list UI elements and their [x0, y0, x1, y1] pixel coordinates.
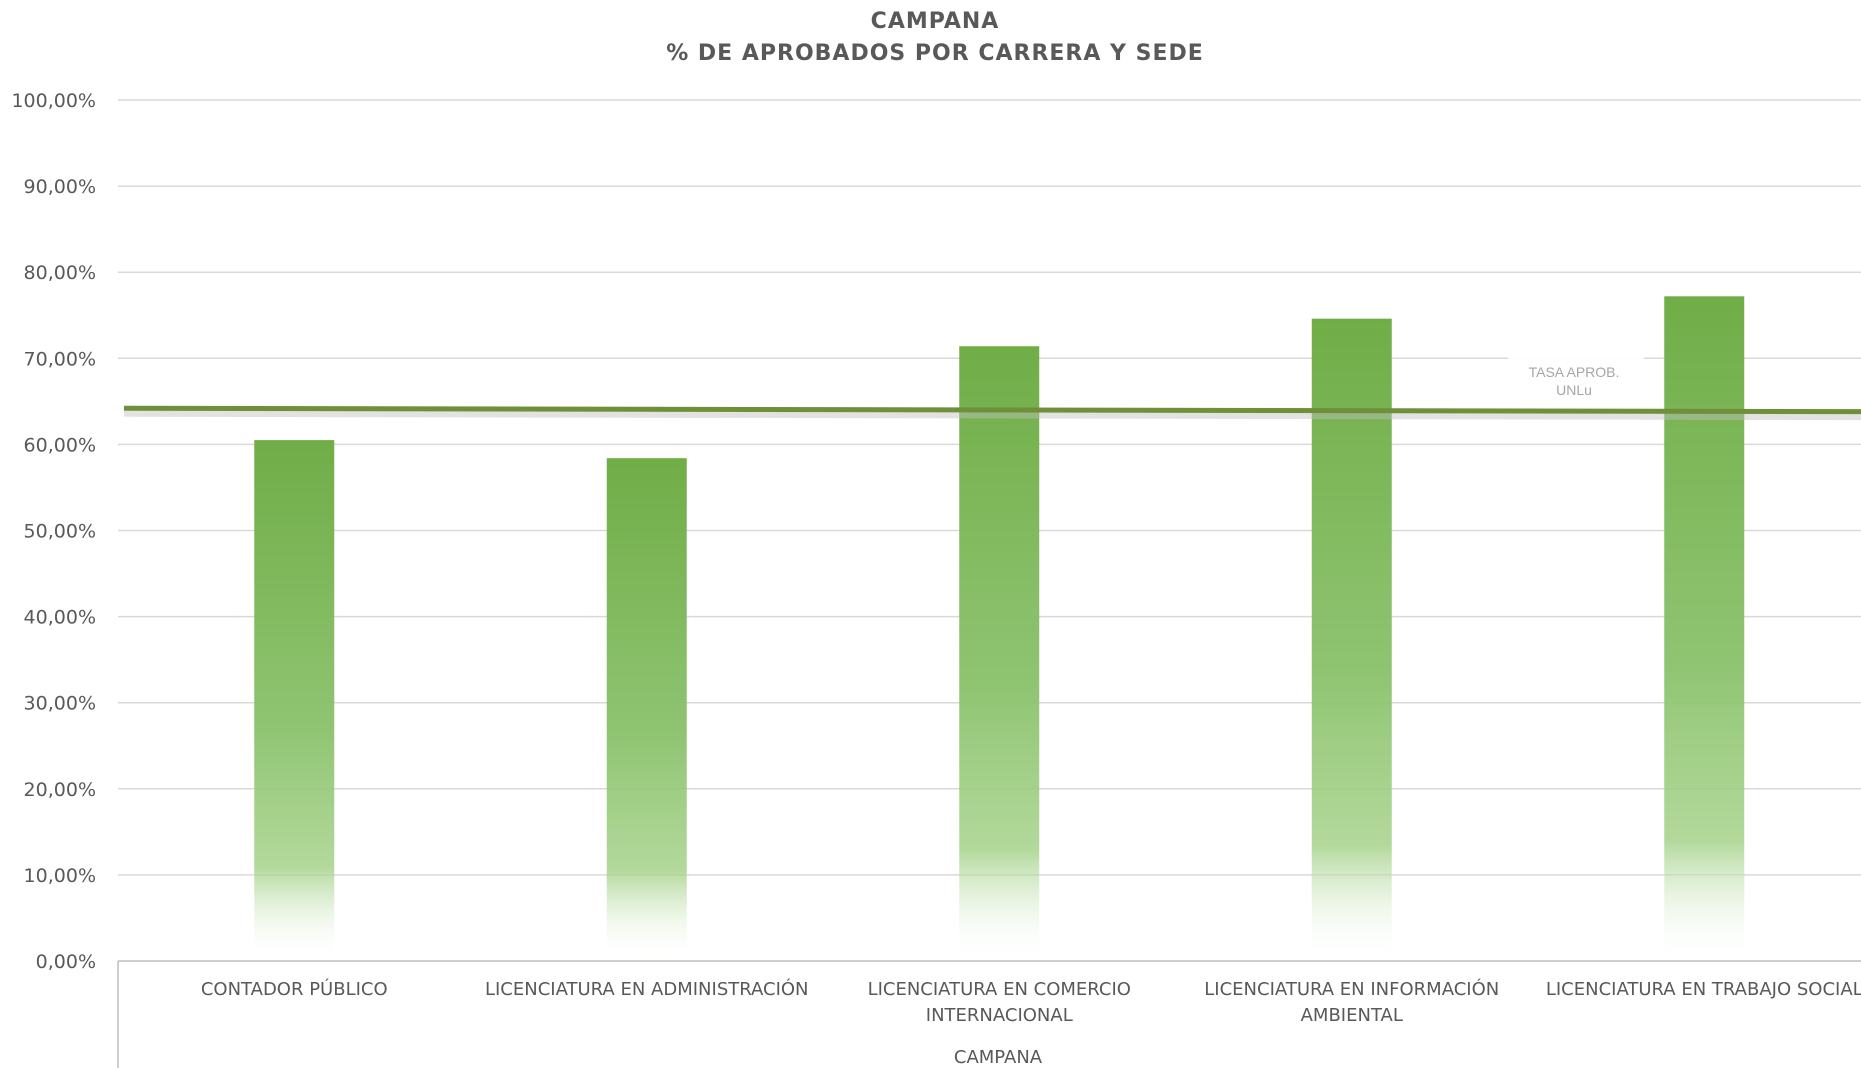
y-tick-label: 80,00% [24, 262, 96, 284]
x-category-label: LICENCIATURA EN INFORMACIÓN AMBIENTAL [1204, 978, 1499, 1026]
reference-line-label: TASA APROB. [1529, 364, 1620, 380]
bar [1664, 296, 1745, 962]
x-category-label: LICENCIATURA EN COMERCIO INTERNACIONAL [868, 979, 1131, 1026]
axes [117, 960, 1861, 1068]
chart-title: CAMPANA [871, 9, 1000, 34]
bar [254, 440, 335, 962]
reference-line-group: TASA APROB. UNLu [123, 356, 1861, 421]
bar [606, 458, 687, 961]
bar [1311, 318, 1392, 962]
reference-label-box [1508, 356, 1644, 404]
y-tick-label: 100,00% [11, 90, 96, 112]
y-tick-label: 60,00% [24, 434, 96, 456]
y-tick-label: 20,00% [24, 779, 96, 801]
x-axis-category-labels: CONTADOR PÚBLICO LICENCIATURA EN ADMINIST… [201, 978, 1861, 1026]
bar [959, 346, 1040, 962]
y-axis-tick-labels: 0,00% 10,00% 20,00% 30,00% 40,00% 50,00% 60,00… [11, 90, 96, 973]
x-category-label: CONTADOR PÚBLICO [201, 978, 388, 1000]
y-tick-label: 70,00% [24, 348, 96, 370]
y-tick-label: 50,00% [24, 521, 96, 543]
y-tick-label: 10,00% [24, 865, 96, 887]
bars [254, 296, 1745, 962]
x-category-label: LICENCIATURA EN ADMINISTRACIÓN [485, 978, 809, 1000]
chart-subtitle: % DE APROBADOS POR CARRERA Y SEDE [666, 41, 1204, 66]
y-tick-label: 30,00% [24, 693, 96, 715]
reference-line [123, 405, 1861, 415]
group-axis-label: CAMPANA [954, 1047, 1043, 1068]
reference-line-label: UNLu [1556, 382, 1592, 398]
reference-line-shadow [123, 409, 1861, 421]
y-tick-label: 90,00% [24, 176, 96, 198]
y-tick-label: 0,00% [36, 951, 96, 973]
y-tick-label: 40,00% [24, 607, 96, 629]
x-category-label: LICENCIATURA EN TRABAJO SOCIAL [1546, 979, 1861, 1000]
